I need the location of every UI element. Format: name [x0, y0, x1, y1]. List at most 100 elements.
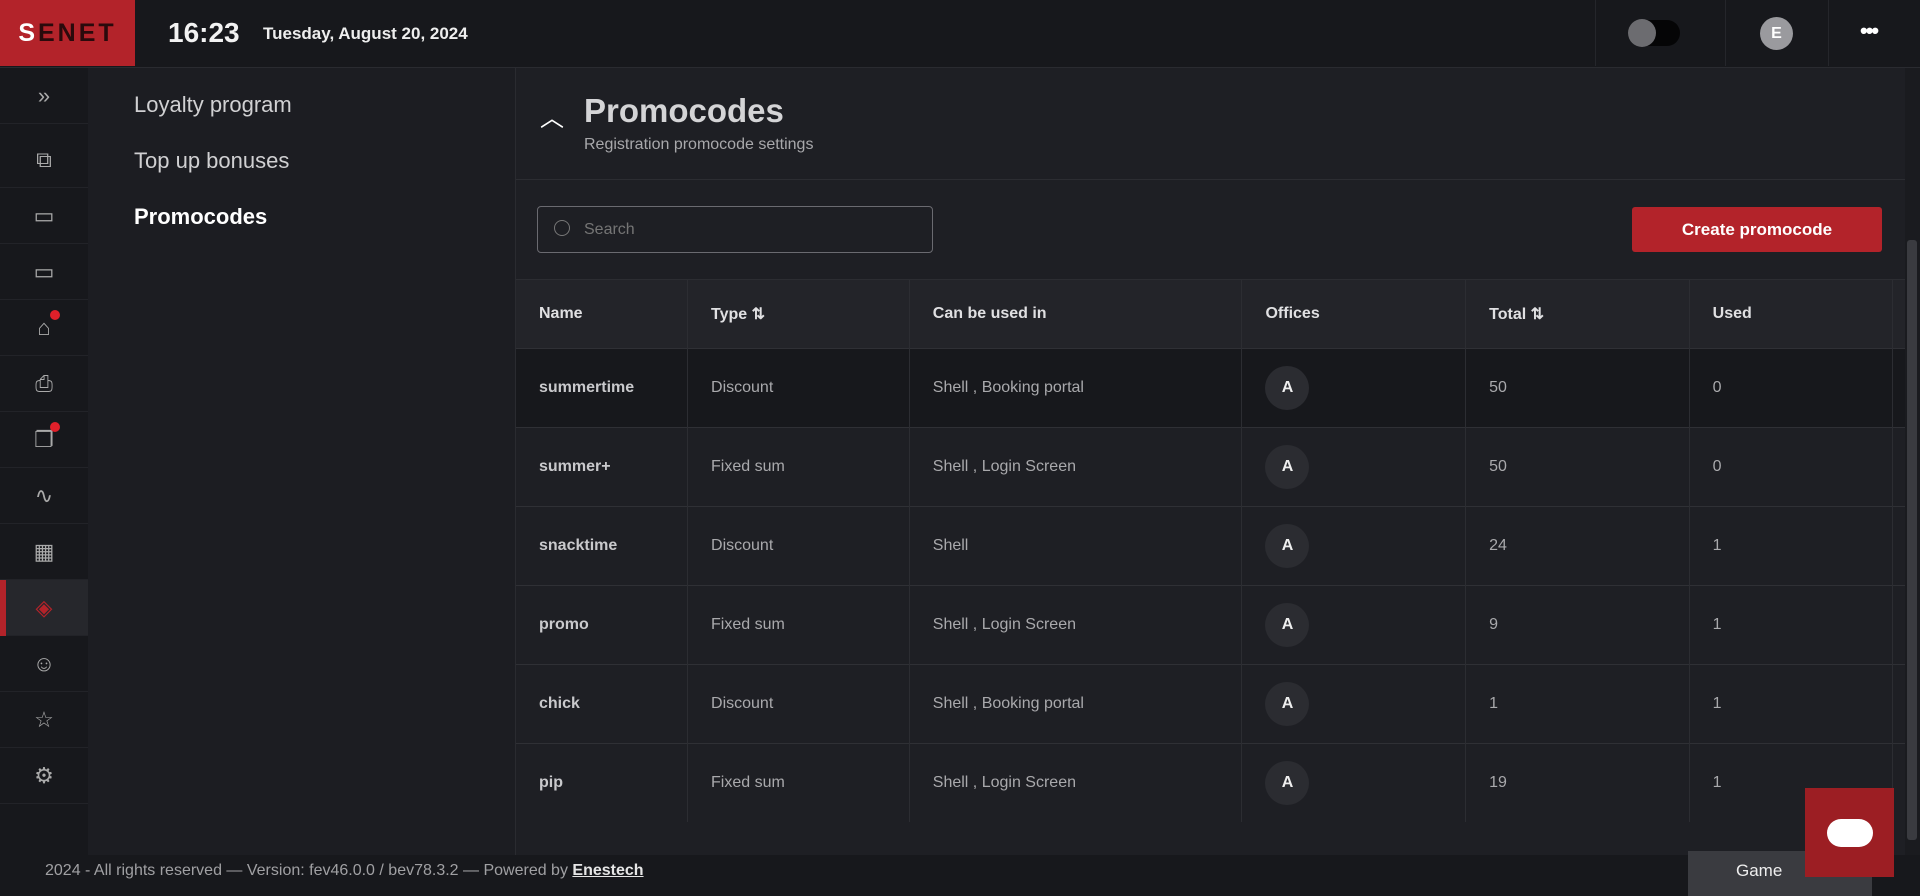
printer-icon: ⎙ — [35, 370, 53, 396]
column-header: Name — [516, 280, 688, 348]
clock: 16:23 — [168, 17, 240, 48]
sidebar-item-analytics[interactable]: ∿ — [0, 468, 88, 524]
table-cell: summer+ — [516, 426, 688, 506]
users-icon: ☺ — [32, 650, 56, 676]
page-subtitle: Registration promocode settings — [584, 136, 814, 153]
sidebar-item-expand[interactable]: » — [0, 68, 88, 124]
table-cell: Fixed sum — [687, 584, 910, 664]
main-content: ︿ Promocodes Registration promocode sett… — [516, 68, 1905, 855]
table-cell: Shell , Login Screen — [908, 426, 1242, 506]
scrollbar-thumb[interactable] — [1907, 240, 1917, 840]
table-cell: Discount — [687, 505, 910, 585]
dashboard-icon: ▦ — [33, 538, 55, 564]
divider — [1595, 0, 1596, 66]
sidebar-item-star[interactable]: ☆ — [0, 692, 88, 748]
shop-icon: ⌂ — [37, 314, 51, 340]
more-horizontal-icon[interactable]: ••• — [1860, 18, 1879, 43]
sidebar-item-gear[interactable]: ⚙ — [0, 748, 88, 804]
create-promocode-button[interactable]: Create promocode — [1632, 207, 1882, 252]
table-cell: A — [1241, 426, 1466, 506]
enestech-link[interactable]: Enestech — [572, 862, 644, 879]
sidebar-item-network[interactable]: ⧉ — [0, 132, 88, 188]
chevron-up-icon[interactable]: ︿ — [540, 105, 564, 132]
sidebar-item-devices[interactable]: ▭ — [0, 244, 88, 300]
column-header: Offices — [1241, 280, 1466, 348]
search-input[interactable] — [537, 206, 933, 253]
table-cell: A — [1241, 584, 1466, 664]
office-badge: A — [1265, 523, 1310, 568]
sidebar-item-users[interactable]: ☺ — [0, 636, 88, 692]
table-cell: Fixed sum — [687, 742, 910, 822]
table-cell: 50 — [1465, 347, 1690, 427]
table-cell: snacktime — [516, 505, 688, 585]
sidebar-item-shop[interactable]: ⌂ — [0, 300, 88, 356]
submenu-item-loyalty[interactable]: Loyalty program — [134, 92, 292, 117]
table-cell: 20 — [1892, 663, 1905, 743]
table-cell: A — [1241, 742, 1466, 822]
table-cell: 0 — [1688, 426, 1893, 506]
table-cell: Shell , Login Screen — [908, 584, 1242, 664]
sidebar-rail: » ⧉ ▭ ▭ ⌂ ⎙ ❐ ∿ ▦ ◈ ☺ ☆ ⚙ — [0, 68, 88, 855]
sidebar-item-booking[interactable]: ▭ — [0, 188, 88, 244]
column-header: Used — [1688, 280, 1893, 348]
table-cell: Shell , Booking portal — [908, 663, 1242, 743]
table-cell: 1 — [1688, 663, 1893, 743]
table-cell: A — [1241, 347, 1466, 427]
sidebar-item-printer[interactable]: ⎙ — [0, 356, 88, 412]
table-cell: 1 — [1465, 663, 1690, 743]
table-cell: summertime — [516, 347, 688, 427]
table-cell: Shell , Booking portal — [908, 347, 1242, 427]
chat-button[interactable] — [1805, 788, 1894, 877]
date: Tuesday, August 20, 2024 — [263, 24, 468, 43]
office-badge: A — [1265, 365, 1310, 410]
table-cell: 15 — [1892, 426, 1905, 506]
games-label: Game — [1736, 861, 1783, 880]
moon-icon — [1628, 19, 1656, 47]
table-cell: 0 — [1688, 347, 1893, 427]
table-row[interactable]: summertime Discount Shell , Booking portal… — [516, 347, 1905, 427]
submenu-item-top-up[interactable]: Top up bonuses — [134, 148, 290, 173]
divider — [1725, 0, 1726, 66]
office-badge: A — [1265, 760, 1310, 805]
footer: 2024 - All rights reserved — Version: fe… — [0, 855, 1920, 896]
table-cell: 1 — [1688, 584, 1893, 664]
column-header[interactable]: Total ⇅ — [1465, 280, 1690, 348]
footer-text: 2024 - All rights reserved — Version: fe… — [45, 862, 573, 879]
avatar[interactable]: E — [1760, 17, 1793, 50]
table-cell: 9 — [1465, 584, 1690, 664]
column-header: Can be used in — [908, 280, 1242, 348]
expand-icon: » — [37, 82, 51, 108]
table-cell: 10 — [1892, 584, 1905, 664]
section-header: ︿ Promocodes Registration promocode sett… — [516, 68, 1905, 180]
table-cell: 30 — [1892, 505, 1905, 585]
stack-icon: ❐ — [34, 426, 54, 452]
table-cell: Discount — [687, 347, 910, 427]
logo[interactable]: S ENET — [0, 0, 135, 66]
sidebar-item-stack[interactable]: ❐ — [0, 412, 88, 468]
table-cell: 20 — [1892, 742, 1905, 822]
column-header: Ec — [1892, 280, 1905, 348]
theme-toggle[interactable] — [1628, 19, 1680, 47]
page-title: Promocodes — [584, 92, 784, 129]
column-header[interactable]: Type ⇅ — [687, 280, 910, 348]
network-icon: ⧉ — [36, 146, 52, 172]
sidebar-item-tag[interactable]: ◈ — [0, 580, 88, 636]
table-cell: Shell — [908, 505, 1242, 585]
submenu-item-promocodes[interactable]: Promocodes — [134, 204, 268, 229]
table-cell: pip — [516, 742, 688, 822]
table-row[interactable]: summer+ Fixed sum Shell , Login Screen A 50 0… — [516, 426, 1905, 506]
notification-badge — [50, 310, 60, 320]
gear-icon: ⚙ — [34, 762, 54, 788]
promocodes-table: Name Type ⇅ Can be used in Offices Total ⇅ Us… — [516, 280, 1905, 822]
analytics-icon: ∿ — [34, 482, 54, 508]
notification-badge — [50, 422, 60, 432]
sidebar-item-dashboard[interactable]: ▦ — [0, 524, 88, 580]
chat-icon — [1826, 818, 1873, 847]
toolbar: Create promocode — [516, 180, 1905, 280]
table-cell: 25 — [1892, 347, 1905, 427]
office-badge: A — [1265, 681, 1310, 726]
